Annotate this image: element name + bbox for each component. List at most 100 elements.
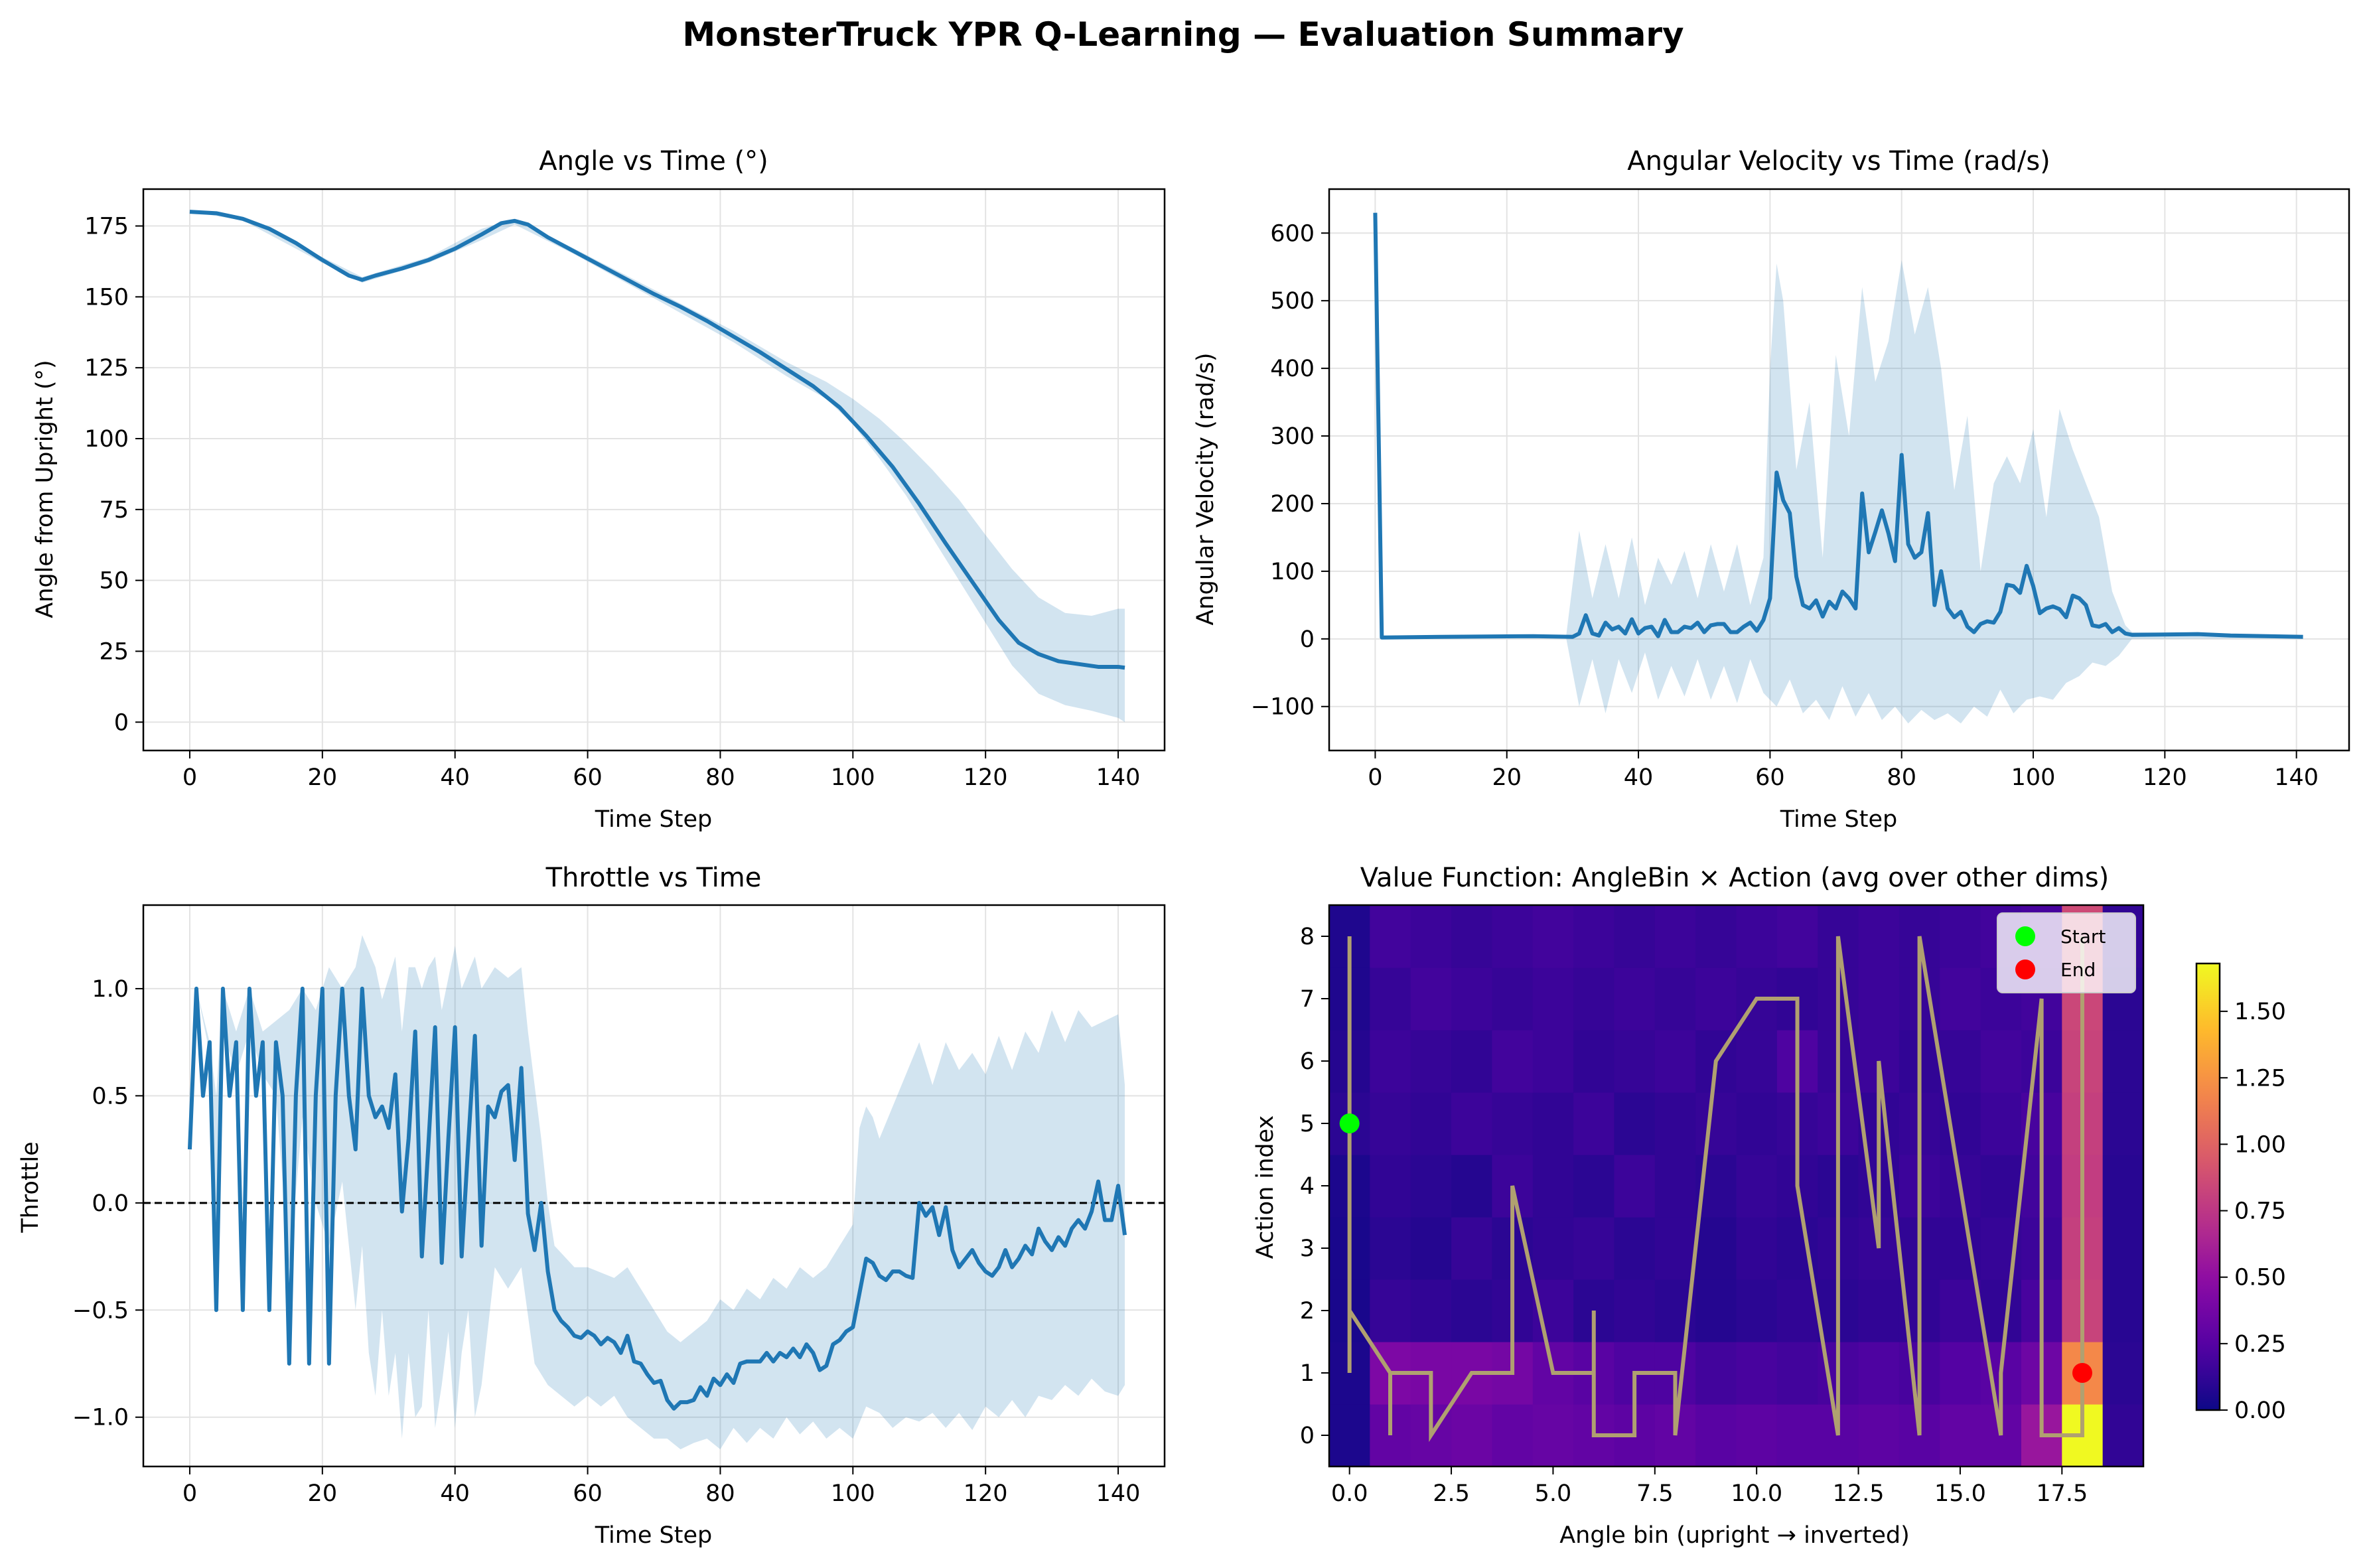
x-tick-label: 60 [573, 764, 603, 791]
heatmap-cell [1492, 1030, 1534, 1093]
heatmap-cell [1532, 1155, 1574, 1218]
y-tick-label: 0 [1300, 1423, 1315, 1449]
heatmap-cell [1695, 1217, 1737, 1280]
plot-1: 0 20 40 60 80 100 120 140 −100 0 100 200 300 400 500 60… [1251, 188, 2350, 791]
heatmap-cell [1370, 1092, 1411, 1155]
x-tick-label: 20 [308, 1480, 338, 1507]
heatmap-cell [1410, 1030, 1452, 1093]
throttle-ylabel: Throttle [17, 1141, 44, 1233]
heatmap-cell [1654, 967, 1696, 1031]
heatmap-cell [1736, 905, 1778, 968]
y-tick-label: 0.0 [92, 1190, 129, 1217]
heatmap-cell [1858, 967, 1900, 1031]
legend-end-marker [2015, 960, 2035, 979]
heatmap-cell [1736, 1092, 1778, 1155]
plot-3: 0.0 2.5 5.0 7.5 10.0 12.5 15.0 17.5 0 1 2 3 4 5 6 7 8 Sta… [1300, 904, 2286, 1507]
heatmap-xlabel: Angle bin (upright → inverted) [1559, 1522, 1910, 1549]
heatmap-cell [1573, 1030, 1615, 1093]
heatmap-cell [1736, 1279, 1778, 1342]
legend-end-label: End [2060, 959, 2096, 981]
x-tick-label: 100 [831, 764, 875, 791]
heatmap-cell [1776, 1404, 1818, 1467]
heatmap-cell [1654, 1092, 1696, 1155]
heatmap-cell [1980, 1155, 2022, 1218]
heatmap-cell [1695, 1404, 1737, 1467]
colorbar-tick-label: 0.75 [2234, 1198, 2286, 1225]
y-tick-label: −0.5 [72, 1297, 129, 1324]
heatmap-cell [1410, 905, 1452, 968]
heatmap-cell [1776, 1342, 1818, 1405]
heatmap-cell [1776, 1279, 1818, 1342]
heatmap-cell [1329, 1404, 1370, 1467]
heatmap-cell [1410, 967, 1452, 1031]
x-tick-label: 10.0 [1731, 1480, 1782, 1507]
y-tick-label: 75 [99, 497, 129, 524]
heatmap-ylabel: Action index [1252, 1115, 1279, 1259]
heatmap-cell [1940, 1030, 1981, 1093]
heatmap-cell [2102, 1342, 2144, 1405]
y-tick-label: 125 [84, 355, 129, 382]
y-tick-label: 2 [1300, 1298, 1315, 1324]
legend: Start End [1997, 912, 2136, 993]
x-tick-label: 20 [1492, 764, 1522, 791]
x-tick-label: 100 [831, 1480, 875, 1507]
x-tick-label: 120 [964, 1480, 1008, 1507]
y-tick-label: 500 [1270, 288, 1315, 315]
y-tick-label: 175 [84, 214, 129, 240]
heatmap-cell [1451, 1404, 1492, 1467]
x-tick-label: 40 [440, 764, 470, 791]
heatmap-title: Value Function: AngleBin × Action (avg o… [1360, 863, 2110, 893]
angle-ylabel: Angle from Upright (°) [32, 360, 58, 618]
colorbar [2195, 962, 2221, 1411]
heatmap-cell [1573, 1217, 1615, 1280]
heatmap-cell [1451, 1217, 1492, 1280]
x-tick-label: 80 [705, 1480, 735, 1507]
heatmap-cell [1980, 1279, 2022, 1342]
y-tick-label: 1.0 [92, 976, 129, 1003]
heatmap-cell [1492, 1092, 1534, 1155]
std-band [189, 212, 1125, 723]
heatmap-cell [1654, 1217, 1696, 1280]
heatmap-cell [1614, 1155, 1656, 1218]
heatmap-cell [1370, 967, 1411, 1031]
x-tick-label: 20 [308, 764, 338, 791]
heatmap-cell [1614, 1279, 1656, 1342]
axes-frame [1328, 188, 2350, 752]
heatmap-cell [1736, 1030, 1778, 1093]
heatmap-cell [1492, 905, 1534, 968]
angvel-ylabel: Angular Velocity (rad/s) [1192, 352, 1219, 625]
x-tick-label: 0 [182, 1480, 197, 1507]
heatmap-cell [1940, 1404, 1981, 1467]
legend-start-label: Start [2060, 926, 2106, 948]
heatmap-cell [1492, 1404, 1534, 1467]
x-tick-label: 12.5 [1833, 1480, 1885, 1507]
axes-frame [142, 188, 1166, 752]
heatmap-cell [1736, 1404, 1778, 1467]
heatmap-cell [1695, 1092, 1737, 1155]
heatmap-cell [1614, 967, 1656, 1031]
heatmap-cell [2102, 1030, 2144, 1093]
heatmap-cell [1451, 967, 1492, 1031]
plot-0: 0 20 40 60 80 100 120 140 0 25 50 75 100 125 150 175 [84, 188, 1166, 791]
x-tick-label: 140 [1096, 1480, 1141, 1507]
x-tick-label: 80 [705, 764, 735, 791]
heatmap-cell [1451, 1155, 1492, 1218]
colorbar-tick-label: 0.00 [2234, 1397, 2286, 1424]
colorbar-tick-label: 1.50 [2234, 999, 2286, 1025]
heatmap-cell [1370, 1030, 1411, 1093]
panel-angle: Angle vs Time (°) Time Step Angle from U… [32, 146, 768, 833]
legend-start-marker [2015, 926, 2035, 946]
throttle-title: Throttle vs Time [545, 863, 762, 893]
heatmap-cell [1614, 905, 1656, 968]
colorbar-tick-label: 1.25 [2234, 1065, 2286, 1092]
heatmap-cell [1695, 967, 1737, 1031]
heatmap-cell [1736, 1155, 1778, 1218]
heatmap-cell [1614, 1217, 1656, 1280]
heatmap-cell [1573, 1092, 1615, 1155]
angle-title: Angle vs Time (°) [539, 146, 768, 177]
heatmap-cell [1573, 905, 1615, 968]
y-tick-label: 600 [1270, 220, 1315, 247]
x-tick-label: 0 [182, 764, 197, 791]
heatmap-cell [1410, 1092, 1452, 1155]
y-tick-label: 150 [84, 284, 129, 311]
